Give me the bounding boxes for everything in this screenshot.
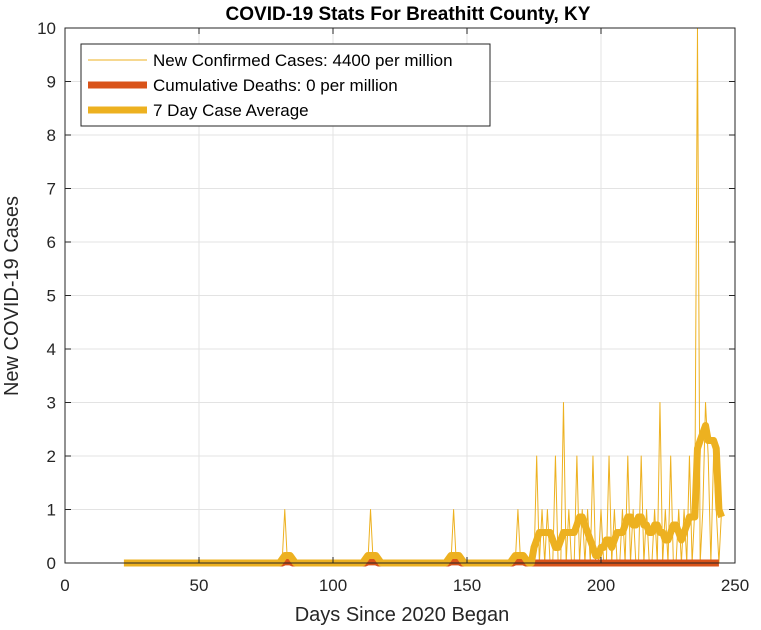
x-tick-label: 150 <box>453 576 481 595</box>
ticks: 0 50 100 150 200 250 0 1 2 3 4 5 6 7 8 9 10 <box>37 19 749 595</box>
x-tick-label: 50 <box>190 576 209 595</box>
x-axis-label: Days Since 2020 Began <box>295 604 510 626</box>
legend-label-deaths: Cumulative Deaths: 0 per million <box>153 76 398 95</box>
y-tick-label: 0 <box>47 554 56 573</box>
x-tick-label: 200 <box>587 576 615 595</box>
y-tick-label: 6 <box>47 233 56 252</box>
y-tick-label: 2 <box>47 447 56 466</box>
y-tick-label: 8 <box>47 126 56 145</box>
y-tick-label: 4 <box>47 340 56 359</box>
x-tick-label: 100 <box>319 576 347 595</box>
y-axis-label: New COVID-19 Cases <box>1 196 23 396</box>
y-tick-label: 10 <box>37 19 56 38</box>
x-tick-label: 250 <box>721 576 749 595</box>
legend-label-new-cases: New Confirmed Cases: 4400 per million <box>153 51 453 70</box>
case-average-line <box>123 422 725 567</box>
y-tick-label: 5 <box>47 287 56 306</box>
chart-title: COVID-19 Stats For Breathitt County, KY <box>226 4 591 25</box>
y-tick-label: 3 <box>47 394 56 413</box>
y-tick-label: 1 <box>47 501 56 520</box>
legend-box <box>80 43 491 127</box>
y-tick-label: 9 <box>47 73 56 92</box>
legend-label-average: 7 Day Case Average <box>153 101 309 120</box>
y-tick-label: 7 <box>47 180 56 199</box>
legend: New Confirmed Cases: 4400 per million Cu… <box>80 43 491 127</box>
x-tick-label: 0 <box>60 576 69 595</box>
